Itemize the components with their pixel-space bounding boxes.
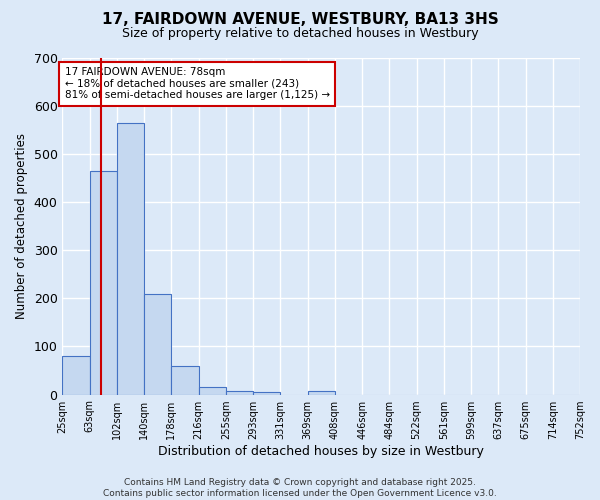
X-axis label: Distribution of detached houses by size in Westbury: Distribution of detached houses by size … [158, 444, 484, 458]
Text: 17 FAIRDOWN AVENUE: 78sqm
← 18% of detached houses are smaller (243)
81% of semi: 17 FAIRDOWN AVENUE: 78sqm ← 18% of detac… [65, 67, 330, 100]
Bar [253, 392, 280, 394]
Text: Size of property relative to detached houses in Westbury: Size of property relative to detached ho… [122, 28, 478, 40]
Text: 17, FAIRDOWN AVENUE, WESTBURY, BA13 3HS: 17, FAIRDOWN AVENUE, WESTBURY, BA13 3HS [101, 12, 499, 28]
Bar [144, 294, 172, 394]
Bar [199, 388, 226, 394]
Text: Contains HM Land Registry data © Crown copyright and database right 2025.
Contai: Contains HM Land Registry data © Crown c… [103, 478, 497, 498]
Bar [117, 122, 144, 394]
Bar [226, 390, 253, 394]
Bar [62, 356, 89, 395]
Bar [308, 391, 335, 394]
Bar [89, 170, 117, 394]
Bar [172, 366, 199, 394]
Y-axis label: Number of detached properties: Number of detached properties [15, 133, 28, 319]
